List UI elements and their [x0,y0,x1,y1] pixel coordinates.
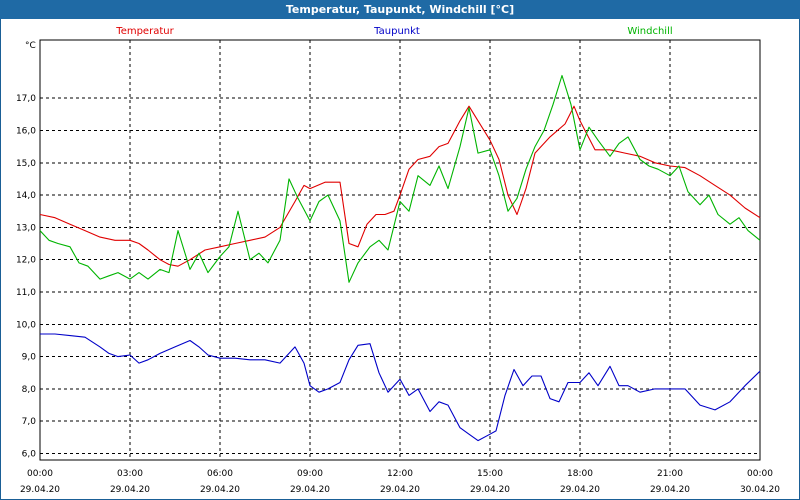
y-tick-label: 9,0 [22,353,37,363]
x-tick-date-label: 29.04.20 [380,485,420,495]
series-line-temperatur [39,105,761,267]
y-tick-label: 13,0 [16,223,36,233]
x-tick-date-label: 29.04.20 [200,485,240,495]
y-tick-label: 15,0 [16,159,36,169]
x-tick-time-label: 15:00 [477,469,503,479]
x-tick-date-label: 29.04.20 [290,485,330,495]
legend-entry-temperatur: Temperatur [115,26,174,37]
x-tick-date-label: 29.04.20 [470,485,510,495]
y-tick-label: 10,0 [16,320,36,330]
y-tick-label: 17,0 [16,94,36,104]
x-tick-date-label: 29.04.20 [650,485,690,495]
plot-area-border [39,39,761,461]
x-tick-time-label: 12:00 [387,469,413,479]
y-tick-label: 14,0 [16,191,36,201]
y-tick-label: 12,0 [16,256,36,266]
x-tick-time-label: 21:00 [657,469,683,479]
series-line-windchill [39,74,761,283]
legend: Temperatur Taupunkt Windchill [115,26,672,37]
series-lines [39,74,761,442]
x-tick-time-label: 06:00 [207,469,233,479]
x-tick-date-label: 29.04.20 [110,485,150,495]
x-tick-time-label: 18:00 [567,469,593,479]
y-tick-label: 8,0 [22,385,37,395]
x-tick-time-label: 00:00 [747,469,773,479]
y-unit-label: °C [25,41,36,51]
x-tick-date-label: 30.04.20 [740,485,780,495]
chart-title: Temperatur, Taupunkt, Windchill [°C] [0,0,800,19]
x-tick-date-label: 29.04.20 [20,485,60,495]
legend-entry-windchill: Windchill [627,26,672,37]
axes [39,39,761,461]
legend-entry-taupunkt: Taupunkt [373,26,420,37]
x-tick-time-label: 09:00 [297,469,323,479]
series-line-taupunkt [40,333,761,442]
x-tick-time-label: 03:00 [117,469,143,479]
y-tick-label: 16,0 [16,126,36,136]
grid-lines [40,40,760,460]
y-tick-label: 7,0 [22,417,37,427]
y-tick-label: 11,0 [16,288,36,298]
x-tick-date-label: 29.04.20 [560,485,600,495]
x-tick-time-label: 00:00 [27,469,53,479]
y-tick-label: 6,0 [22,450,37,460]
tick-labels: 6,0 7,0 8,0 9,0 10,0 11,0 12,0 13,0 14,0 15,0 16,0… [16,41,780,495]
